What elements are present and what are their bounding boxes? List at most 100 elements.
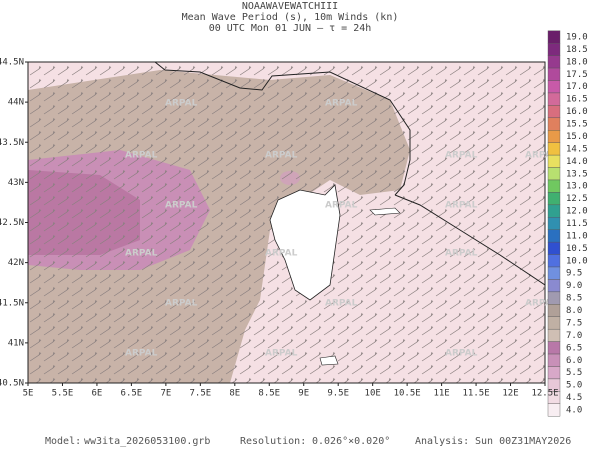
colorbar-swatch bbox=[547, 55, 561, 69]
colorbar-swatch bbox=[547, 192, 561, 206]
watermark: ARPAL bbox=[325, 299, 358, 309]
colorbar-label: 9.5 bbox=[566, 269, 582, 279]
colorbar: 19.0 18.5 18.0 17.5 17.0 16.5 16.0 15.5 15.0 14.5… bbox=[547, 30, 588, 417]
watermark: ARPAL bbox=[265, 349, 298, 359]
y-tick-label: 44.5N bbox=[0, 58, 24, 68]
x-tick-label: 9E bbox=[298, 389, 309, 399]
watermark: ARPAL bbox=[445, 201, 478, 211]
x-tick-label: 9.5E bbox=[327, 389, 349, 399]
colorbar-swatch bbox=[547, 316, 561, 330]
y-tick-label: 42.5N bbox=[0, 218, 24, 228]
colorbar-swatch bbox=[547, 254, 561, 268]
colorbar-label: 4.5 bbox=[566, 393, 582, 403]
colorbar-label: 14.0 bbox=[566, 157, 588, 167]
x-tick-label: 11.5E bbox=[463, 389, 490, 399]
colorbar-swatch bbox=[547, 328, 561, 342]
y-tick-label: 41N bbox=[8, 338, 24, 348]
colorbar-label: 18.5 bbox=[566, 45, 588, 55]
x-tick-label: 12.5E bbox=[531, 389, 558, 399]
colorbar-label: 12.5 bbox=[566, 194, 588, 204]
x-tick-label: 12E bbox=[502, 389, 518, 399]
colorbar-label: 7.0 bbox=[566, 331, 582, 341]
watermark: ARPAL bbox=[445, 151, 478, 161]
x-tick-label: 11E bbox=[433, 389, 449, 399]
map-area bbox=[28, 62, 545, 383]
x-tick-label: 6.5E bbox=[121, 389, 143, 399]
subtitle: 00 UTC Mon 01 JUN – τ = 24h bbox=[209, 23, 372, 34]
x-tick-label: 10.5E bbox=[394, 389, 421, 399]
colorbar-label: 17.0 bbox=[566, 82, 588, 92]
colorbar-swatch bbox=[547, 204, 561, 218]
colorbar-swatch bbox=[547, 92, 561, 106]
watermark: ARPAL bbox=[165, 201, 198, 211]
y-tick-label: 42N bbox=[8, 258, 24, 268]
colorbar-swatch bbox=[547, 304, 561, 317]
colorbar-swatch bbox=[547, 279, 561, 293]
colorbar-label: 16.5 bbox=[566, 95, 588, 105]
colorbar-swatch bbox=[547, 341, 561, 355]
colorbar-swatch bbox=[547, 366, 561, 380]
subtitle: Mean Wave Period (s), 10m Winds (kn) bbox=[182, 12, 399, 23]
x-tick-label: 5E bbox=[23, 389, 34, 399]
colorbar-swatch bbox=[547, 105, 561, 119]
x-tick-label: 7.5E bbox=[189, 389, 211, 399]
watermark: ARPAL bbox=[125, 349, 158, 359]
watermark: ARPAL bbox=[445, 249, 478, 259]
colorbar-label: 18.0 bbox=[566, 57, 588, 67]
colorbar-label: 16.0 bbox=[566, 107, 588, 117]
colorbar-swatch bbox=[547, 130, 561, 143]
y-tick-label: 43N bbox=[8, 178, 24, 188]
colorbar-label: 11.5 bbox=[566, 219, 588, 229]
x-tick-label: 8E bbox=[229, 389, 240, 399]
colorbar-swatch bbox=[547, 241, 561, 255]
colorbar-label: 13.0 bbox=[566, 182, 588, 192]
colorbar-label: 15.0 bbox=[566, 132, 588, 142]
colorbar-swatch bbox=[547, 217, 561, 230]
watermark: ARPAL bbox=[325, 201, 358, 211]
colorbar-swatch bbox=[547, 117, 561, 131]
watermark: ARPAL bbox=[125, 151, 158, 161]
colorbar-label: 4.0 bbox=[566, 406, 582, 416]
watermark: ARPAL bbox=[525, 299, 558, 309]
footer-label: Analysis: bbox=[415, 436, 469, 447]
colorbar-label: 17.5 bbox=[566, 70, 588, 80]
y-tick-label: 44N bbox=[8, 98, 24, 108]
colorbar-swatch bbox=[547, 154, 561, 168]
colorbar-swatch bbox=[547, 291, 561, 305]
x-tick-label: 6E bbox=[92, 389, 103, 399]
colorbar-swatch bbox=[547, 353, 561, 367]
colorbar-swatch bbox=[547, 80, 561, 94]
colorbar-swatch bbox=[547, 30, 561, 44]
colorbar-label: 8.0 bbox=[566, 306, 582, 316]
x-tick-label: 7E bbox=[160, 389, 171, 399]
watermark: ARPAL bbox=[165, 99, 198, 109]
y-tick-label: 41.5N bbox=[0, 298, 24, 308]
watermark: ARPAL bbox=[325, 99, 358, 109]
watermark: ARPAL bbox=[265, 151, 298, 161]
watermarks: ARPAL ARPAL ARPAL ARPAL ARPAL ARPAL ARPAL ARPAL… bbox=[125, 99, 558, 359]
colorbar-swatch bbox=[547, 266, 561, 280]
watermark: ARPAL bbox=[165, 299, 198, 309]
colorbar-swatch bbox=[547, 67, 561, 81]
watermark: ARPAL bbox=[525, 151, 558, 161]
colorbar-swatch bbox=[547, 142, 561, 156]
x-tick-label: 10E bbox=[365, 389, 381, 399]
colorbar-swatch bbox=[547, 229, 561, 243]
colorbar-label: 5.0 bbox=[566, 381, 582, 391]
colorbar-label: 6.0 bbox=[566, 356, 582, 366]
y-tick-label: 43.5N bbox=[0, 138, 24, 148]
y-tick-label: 40.5N bbox=[0, 379, 24, 389]
colorbar-label: 19.0 bbox=[566, 33, 588, 43]
colorbar-swatch bbox=[547, 167, 561, 181]
colorbar-label: 12.0 bbox=[566, 207, 588, 217]
colorbar-label: 15.5 bbox=[566, 120, 588, 130]
watermark: ARPAL bbox=[125, 249, 158, 259]
colorbar-label: 9.0 bbox=[566, 281, 582, 291]
colorbar-label: 6.5 bbox=[566, 343, 582, 353]
colorbar-label: 10.0 bbox=[566, 256, 588, 266]
footer-value: 0.026°×0.020° bbox=[312, 436, 390, 447]
colorbar-label: 5.5 bbox=[566, 368, 582, 378]
title: NOAAWAVEWATCHIII bbox=[242, 1, 338, 12]
colorbar-label: 10.5 bbox=[566, 244, 588, 254]
